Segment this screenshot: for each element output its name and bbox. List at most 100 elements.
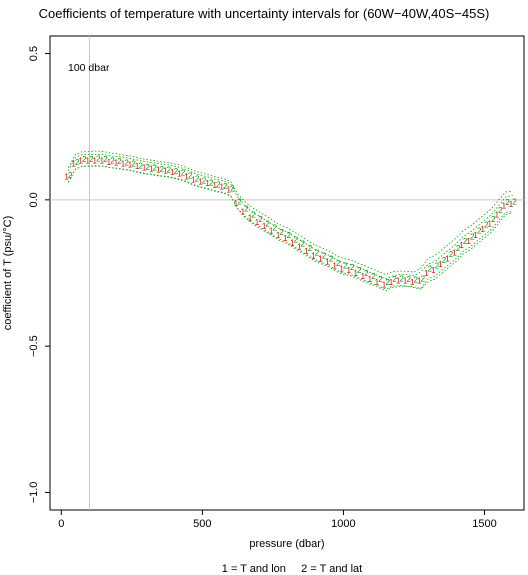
point-marker-2: 2 (146, 163, 151, 172)
point-marker-1: 1 (473, 231, 478, 240)
point-marker-1: 1 (403, 276, 408, 285)
legend-text: 1 = T and lon 2 = T and lat (222, 563, 362, 575)
y-tick-label: 0.5 (28, 46, 40, 61)
point-marker-1: 1 (438, 260, 443, 269)
point-marker-1: 1 (495, 210, 500, 219)
point-marker-1: 1 (64, 172, 69, 181)
interval-line (67, 165, 513, 290)
point-marker-1: 1 (156, 166, 161, 175)
point-marker-2: 2 (343, 262, 348, 271)
point-marker-1: 1 (297, 243, 302, 252)
point-marker-1: 1 (177, 170, 182, 179)
point-marker-1: 1 (128, 161, 133, 170)
point-marker-1: 1 (262, 222, 267, 231)
y-axis-label: coefficient of T (psu/°C) (2, 216, 14, 330)
point-marker-2: 2 (89, 155, 94, 164)
point-marker-2: 2 (463, 237, 468, 246)
point-marker-2: 2 (336, 259, 341, 268)
point-marker-2: 2 (442, 256, 447, 265)
point-marker-1: 1 (255, 218, 260, 227)
point-marker-1: 1 (410, 278, 415, 287)
point-marker-2: 2 (153, 164, 158, 173)
point-marker-1: 1 (121, 159, 126, 168)
point-marker-1: 1 (509, 200, 514, 209)
point-marker-2: 2 (505, 198, 510, 207)
x-tick-label: 1000 (331, 518, 355, 530)
point-marker-1: 1 (424, 269, 429, 278)
point-marker-1: 1 (248, 213, 253, 222)
point-marker-2: 2 (202, 177, 207, 186)
point-marker-2: 2 (280, 228, 285, 237)
point-marker-2: 2 (357, 266, 362, 275)
chart-title: Coefficients of temperature with uncerta… (39, 6, 490, 21)
point-marker-1: 1 (290, 238, 295, 247)
x-axis: 0 500 1000 1500 (58, 510, 497, 530)
point-marker-1: 1 (212, 181, 217, 190)
point-marker-2: 2 (131, 160, 136, 169)
point-marker-1: 1 (396, 276, 401, 285)
y-tick-label: −1.0 (28, 482, 40, 504)
point-marker-1: 1 (318, 254, 323, 263)
point-marker-1: 1 (375, 278, 380, 287)
point-marker-2: 2 (75, 158, 80, 167)
point-marker-1: 1 (354, 269, 359, 278)
point-marker-1: 1 (170, 168, 175, 177)
interval-line (67, 165, 513, 292)
point-marker-1: 1 (368, 275, 373, 284)
point-marker-2: 2 (251, 210, 256, 219)
point-marker-1: 1 (502, 202, 507, 211)
point-marker-2: 2 (272, 224, 277, 233)
point-marker-1: 1 (431, 266, 436, 275)
point-marker-1: 1 (191, 175, 196, 184)
point-marker-1: 1 (283, 234, 288, 243)
point-marker-1: 1 (107, 158, 112, 167)
point-marker-1: 1 (198, 177, 203, 186)
point-marker-1: 1 (382, 281, 387, 290)
point-marker-1: 1 (114, 158, 119, 167)
point-marker-2: 2 (287, 231, 292, 240)
point-marker-2: 2 (329, 254, 334, 263)
point-marker-1: 1 (459, 241, 464, 250)
point-marker-2: 2 (399, 274, 404, 283)
point-marker-2: 2 (160, 165, 165, 174)
point-marker-1: 1 (346, 266, 351, 275)
point-marker-1: 1 (71, 159, 76, 168)
point-marker-1: 1 (135, 162, 140, 171)
point-marker-2: 2 (237, 197, 242, 206)
point-marker-1: 1 (205, 179, 210, 188)
point-marker-2: 2 (498, 206, 503, 215)
point-marker-1: 1 (325, 257, 330, 266)
point-marker-2: 2 (174, 167, 179, 176)
point-marker-1: 1 (417, 276, 422, 285)
point-marker-1: 1 (269, 227, 274, 236)
point-marker-2: 2 (435, 262, 440, 271)
point-marker-1: 1 (466, 237, 471, 246)
point-marker-2: 2 (385, 278, 390, 287)
point-marker-1: 1 (184, 172, 189, 181)
point-marker-2: 2 (181, 169, 186, 178)
point-marker-1: 1 (149, 165, 154, 174)
point-marker-2: 2 (223, 182, 228, 191)
point-marker-2: 2 (491, 215, 496, 224)
point-marker-1: 1 (219, 183, 224, 192)
point-marker-1: 1 (163, 167, 168, 176)
point-marker-2: 2 (167, 166, 172, 175)
point-marker-1: 1 (311, 251, 316, 260)
point-marker-1: 1 (480, 225, 485, 234)
point-marker-2: 2 (470, 232, 475, 241)
point-marker-2: 2 (294, 235, 299, 244)
point-marker-1: 1 (488, 219, 493, 228)
point-marker-2: 2 (449, 250, 454, 259)
point-marker-2: 2 (82, 155, 87, 164)
point-marker-1: 1 (276, 231, 281, 240)
y-axis: −1.0 −0.5 0.0 0.5 (28, 46, 50, 503)
point-marker-1: 1 (445, 254, 450, 263)
point-marker-1: 1 (389, 278, 394, 287)
point-marker-2: 2 (512, 197, 517, 206)
point-marker-2: 2 (110, 156, 115, 165)
interval-line (67, 150, 513, 275)
plot-frame (49, 35, 525, 511)
point-marker-1: 1 (142, 164, 147, 173)
point-marker-1: 1 (78, 156, 83, 165)
